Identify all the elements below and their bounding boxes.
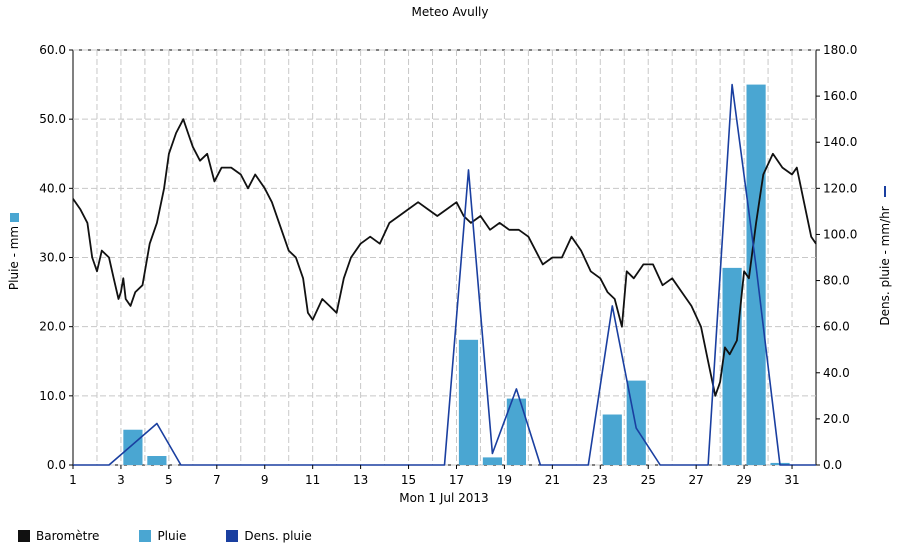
- x-tick-label: 19: [497, 473, 512, 487]
- x-tick-label: 17: [449, 473, 464, 487]
- legend-label: Dens. pluie: [244, 529, 312, 543]
- x-tick-label: 23: [593, 473, 608, 487]
- x-tick-label: 21: [545, 473, 560, 487]
- x-axis-ticks: 1 3 5 7 9 11 13 15 17 19 21 23 25 27 29 31: [69, 465, 800, 487]
- rain-bars: [123, 84, 790, 465]
- x-tick-label: 29: [736, 473, 751, 487]
- legend-label: Baromètre: [36, 529, 100, 543]
- y-right-tick-label: 20.0: [823, 412, 850, 426]
- x-tick-label: 9: [261, 473, 269, 487]
- x-tick-label: 31: [784, 473, 799, 487]
- legend-swatch: [139, 530, 152, 542]
- x-tick-label: 15: [401, 473, 416, 487]
- x-tick-label: 27: [689, 473, 704, 487]
- y-left-legend-marker: [10, 213, 19, 222]
- y-right-tick-label: 40.0: [823, 366, 850, 380]
- rain-bar: [147, 456, 167, 465]
- x-tick-label: 1: [69, 473, 77, 487]
- y-right-tick-label: 80.0: [823, 274, 850, 288]
- y-left-tick-label: 20.0: [39, 320, 66, 334]
- y-right-tick-label: 180.0: [823, 43, 857, 57]
- y-right-axis-label: Dens. pluie - mm/hr: [878, 206, 892, 325]
- series-lines: [72, 83, 817, 466]
- y-right-tick-label: 0.0: [823, 458, 842, 472]
- x-tick-label: 13: [353, 473, 368, 487]
- y-left-tick-label: 30.0: [39, 251, 66, 265]
- y-left-tick-label: 10.0: [39, 389, 66, 403]
- legend-item-dens-pluie[interactable]: Dens. pluie: [226, 529, 312, 543]
- rain-bar: [602, 414, 622, 465]
- rain-bar: [458, 339, 479, 465]
- legend: Baromètre Pluie Dens. pluie: [18, 528, 352, 544]
- rain-density-line: [73, 83, 816, 466]
- x-tick-label: 5: [165, 473, 173, 487]
- legend-swatch: [18, 530, 30, 542]
- y-left-tick-label: 60.0: [39, 43, 66, 57]
- x-tick-label: 3: [117, 473, 125, 487]
- y-left-tick-label: 50.0: [39, 112, 66, 126]
- legend-swatch: [226, 530, 239, 542]
- x-tick-label: 7: [213, 473, 221, 487]
- y-right-tick-label: 140.0: [823, 135, 857, 149]
- y-left-tick-label: 40.0: [39, 181, 66, 195]
- chart-title: Meteo Avully: [411, 5, 489, 19]
- x-axis-label: Mon 1 Jul 2013: [399, 491, 488, 505]
- y-left-axis-ticks: 0.0 10.0 20.0 30.0 40.0 50.0 60.0: [39, 43, 73, 472]
- rain-bar: [746, 84, 766, 465]
- legend-label: Pluie: [157, 529, 187, 543]
- rain-bar: [123, 429, 143, 465]
- y-left-axis-label: Pluie - mm: [7, 226, 21, 290]
- y-right-axis-ticks: 0.0 20.0 40.0 60.0 80.0 100.0 120.0 140.0 160.0 1…: [816, 43, 857, 472]
- rain-bar: [722, 267, 742, 465]
- barometer-line: [72, 118, 817, 397]
- rain-bar: [482, 457, 503, 465]
- legend-item-pluie[interactable]: Pluie: [139, 529, 186, 543]
- y-right-tick-label: 60.0: [823, 320, 850, 334]
- x-tick-label: 25: [641, 473, 656, 487]
- legend-item-barometre[interactable]: Baromètre: [18, 529, 99, 543]
- y-right-tick-label: 100.0: [823, 227, 857, 241]
- y-right-tick-label: 120.0: [823, 181, 857, 195]
- x-tick-label: 11: [305, 473, 320, 487]
- rain-bar: [506, 398, 526, 465]
- y-left-tick-label: 0.0: [47, 458, 66, 472]
- y-right-tick-label: 160.0: [823, 89, 857, 103]
